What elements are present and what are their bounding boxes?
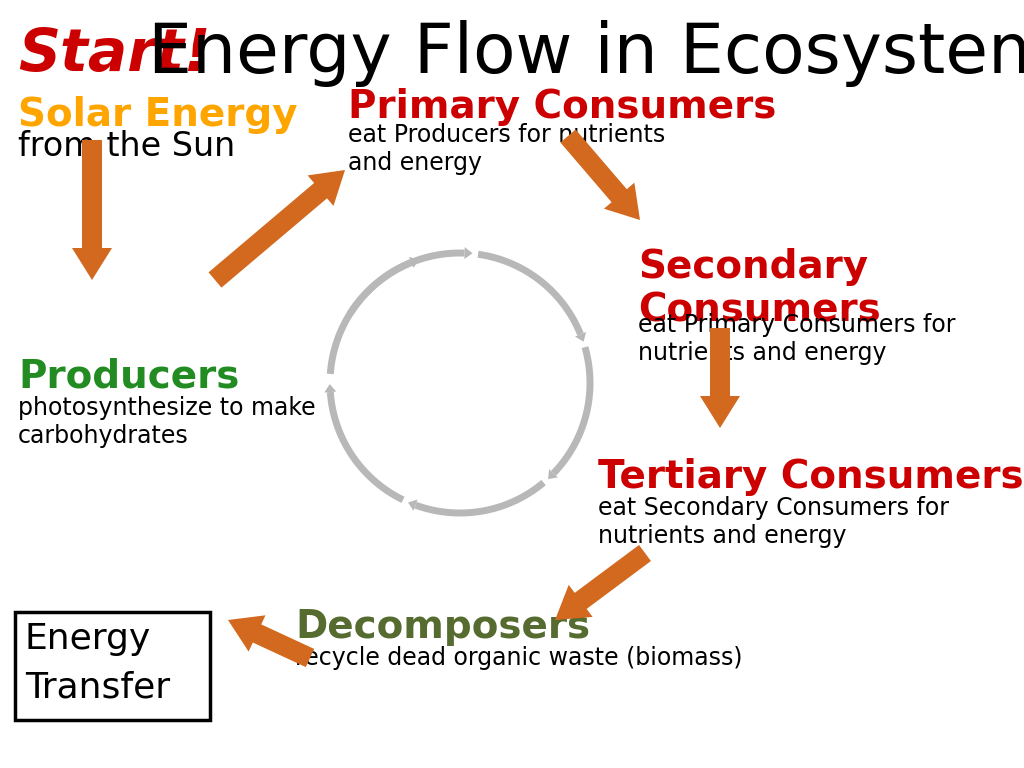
- Polygon shape: [228, 615, 314, 667]
- Polygon shape: [125, 654, 193, 682]
- Text: Decomposers: Decomposers: [295, 608, 590, 646]
- Text: photosynthesize to make
carbohydrates: photosynthesize to make carbohydrates: [18, 396, 315, 448]
- Polygon shape: [325, 384, 336, 392]
- Text: recycle dead organic waste (biomass): recycle dead organic waste (biomass): [295, 646, 742, 670]
- Polygon shape: [409, 257, 419, 268]
- Polygon shape: [555, 545, 651, 620]
- Polygon shape: [575, 332, 586, 342]
- Text: from the Sun: from the Sun: [18, 130, 236, 163]
- Polygon shape: [560, 130, 640, 220]
- Polygon shape: [700, 328, 740, 428]
- Text: Primary Consumers: Primary Consumers: [348, 88, 776, 126]
- Polygon shape: [72, 140, 112, 280]
- Text: Energy Flow in Ecosystems: Energy Flow in Ecosystems: [148, 20, 1024, 87]
- Text: eat Secondary Consumers for
nutrients and energy: eat Secondary Consumers for nutrients an…: [598, 496, 949, 548]
- Text: Secondary
Consumers: Secondary Consumers: [638, 248, 881, 330]
- Polygon shape: [548, 469, 558, 479]
- Text: Solar Energy: Solar Energy: [18, 96, 298, 134]
- Text: Start!: Start!: [18, 26, 211, 83]
- Bar: [15, 612, 210, 720]
- Polygon shape: [209, 170, 345, 288]
- Text: eat Producers for nutrients
and energy: eat Producers for nutrients and energy: [348, 123, 666, 175]
- Text: Tertiary Consumers: Tertiary Consumers: [598, 458, 1024, 496]
- Polygon shape: [465, 247, 472, 259]
- Text: Producers: Producers: [18, 358, 240, 396]
- Text: eat Primary Consumers for
nutrients and energy: eat Primary Consumers for nutrients and …: [638, 313, 955, 365]
- Text: Energy: Energy: [25, 622, 152, 656]
- Text: Transfer: Transfer: [25, 670, 170, 704]
- Polygon shape: [408, 499, 418, 511]
